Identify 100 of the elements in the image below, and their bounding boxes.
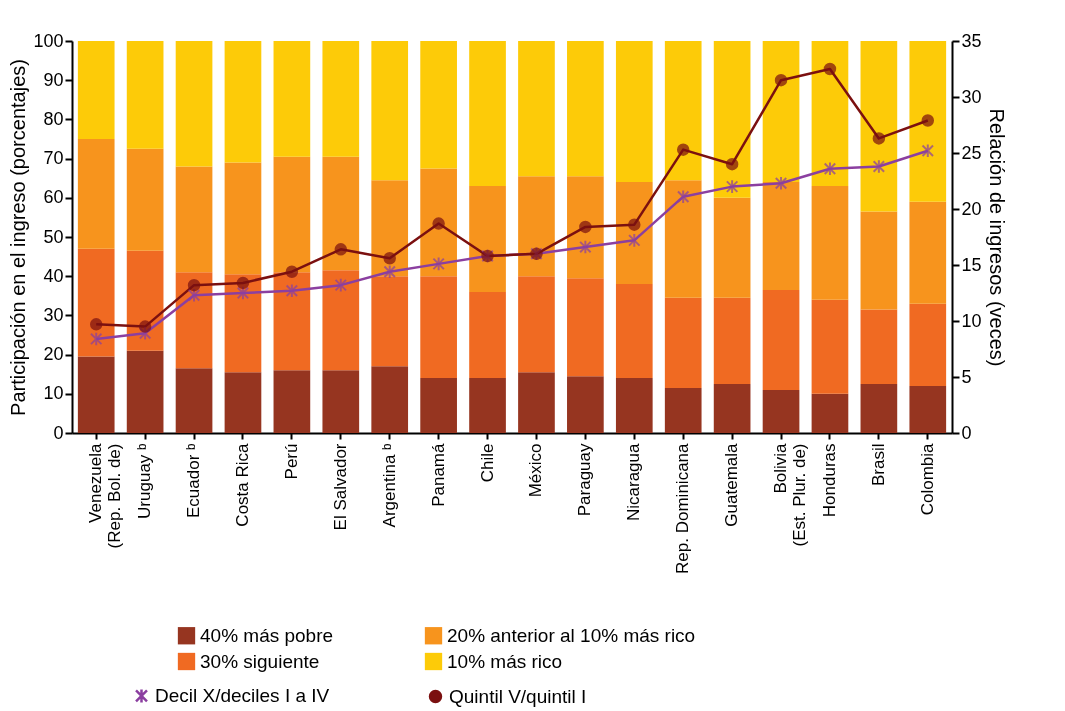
point bbox=[432, 256, 445, 272]
point bbox=[725, 157, 739, 171]
point bbox=[823, 62, 837, 76]
bar bbox=[811, 41, 849, 187]
point bbox=[774, 73, 788, 87]
bar bbox=[860, 211, 898, 310]
y-tick-label: 0 bbox=[53, 422, 64, 443]
bar bbox=[664, 387, 702, 433]
point bbox=[236, 285, 250, 301]
bar bbox=[126, 148, 164, 251]
bar bbox=[664, 297, 702, 388]
bar bbox=[322, 270, 360, 371]
y2-tick-label: 0 bbox=[961, 422, 972, 443]
point bbox=[334, 243, 348, 256]
bar bbox=[615, 378, 653, 433]
bar bbox=[273, 156, 311, 273]
point bbox=[823, 161, 837, 176]
x-tick-label: México bbox=[526, 443, 546, 498]
bar bbox=[762, 41, 800, 183]
bar bbox=[371, 366, 409, 433]
point bbox=[285, 265, 299, 278]
bar bbox=[371, 276, 409, 367]
bar bbox=[224, 274, 262, 373]
bar bbox=[567, 41, 604, 177]
bar bbox=[77, 41, 115, 139]
bar bbox=[273, 272, 311, 371]
bar bbox=[762, 182, 800, 290]
bar bbox=[811, 186, 849, 300]
point bbox=[872, 159, 886, 174]
bar bbox=[469, 186, 506, 292]
point bbox=[285, 283, 299, 299]
x-tick-label: Honduras bbox=[819, 443, 839, 518]
x-tick-label: Venezuela (Rep. Bol. de) bbox=[86, 442, 125, 549]
x-tick-label: Argentina ᵇ bbox=[379, 443, 399, 528]
bar bbox=[713, 41, 751, 198]
y-tick-label: 60 bbox=[43, 187, 64, 208]
point bbox=[187, 287, 201, 303]
point bbox=[334, 277, 348, 293]
x-tick-label: Chile bbox=[477, 443, 497, 483]
bar bbox=[615, 284, 653, 379]
y2-tick-label: 10 bbox=[961, 310, 982, 331]
point bbox=[921, 143, 935, 159]
y2-tick-label: 35 bbox=[961, 30, 982, 51]
bar bbox=[175, 166, 213, 273]
legend-label: 40% más pobre bbox=[200, 624, 334, 646]
bar bbox=[664, 41, 702, 181]
bar bbox=[420, 168, 457, 277]
point bbox=[725, 179, 739, 194]
bar bbox=[420, 276, 457, 379]
bar bbox=[224, 372, 262, 433]
point bbox=[89, 318, 103, 331]
point bbox=[579, 239, 592, 255]
bar bbox=[469, 41, 506, 187]
bar bbox=[762, 289, 800, 390]
x-tick-label: Perú bbox=[281, 443, 301, 480]
y2-tick-label: 20 bbox=[961, 198, 982, 219]
y-tick-label: 30 bbox=[43, 304, 64, 325]
bar bbox=[615, 41, 653, 183]
legend-label: 30% siguiente bbox=[200, 650, 320, 672]
bar bbox=[77, 139, 115, 249]
x-tick-label: Ecuador ᵇ bbox=[184, 443, 204, 518]
bar bbox=[664, 180, 702, 298]
x-tick-label: Colombia bbox=[917, 442, 937, 516]
bar bbox=[909, 41, 947, 202]
x-tick-label: Brasil bbox=[868, 443, 888, 487]
point bbox=[676, 189, 690, 204]
y2-tick-label: 30 bbox=[961, 86, 982, 107]
bar bbox=[713, 197, 751, 298]
bar bbox=[273, 41, 311, 157]
bar bbox=[77, 248, 115, 357]
bar bbox=[909, 303, 947, 386]
point bbox=[579, 220, 592, 234]
bar bbox=[909, 385, 947, 433]
bar bbox=[909, 201, 947, 304]
point bbox=[383, 264, 396, 280]
bar bbox=[811, 393, 849, 433]
bar bbox=[567, 176, 604, 279]
x-tick-label: Guatemala bbox=[722, 442, 742, 527]
y-tick-label: 80 bbox=[43, 108, 64, 129]
y-axis-title: Participación en el ingreso (porcentajes) bbox=[7, 59, 30, 416]
y-tick-label: 40 bbox=[43, 265, 64, 286]
bar bbox=[762, 389, 800, 433]
y-tick-label: 90 bbox=[43, 69, 64, 90]
point bbox=[628, 233, 641, 248]
point bbox=[774, 175, 788, 191]
bar bbox=[224, 162, 262, 275]
bar bbox=[322, 41, 360, 157]
bar bbox=[322, 370, 360, 433]
bar bbox=[371, 180, 409, 277]
bar bbox=[518, 176, 555, 277]
point bbox=[89, 331, 103, 347]
bar bbox=[126, 41, 164, 149]
x-tick-label: Rep. Dominicana bbox=[673, 442, 693, 574]
point bbox=[187, 278, 201, 292]
bar bbox=[860, 41, 898, 212]
bar bbox=[224, 41, 262, 163]
bar bbox=[126, 350, 164, 433]
bar bbox=[518, 372, 555, 433]
bar bbox=[322, 156, 360, 271]
bar bbox=[126, 250, 164, 351]
